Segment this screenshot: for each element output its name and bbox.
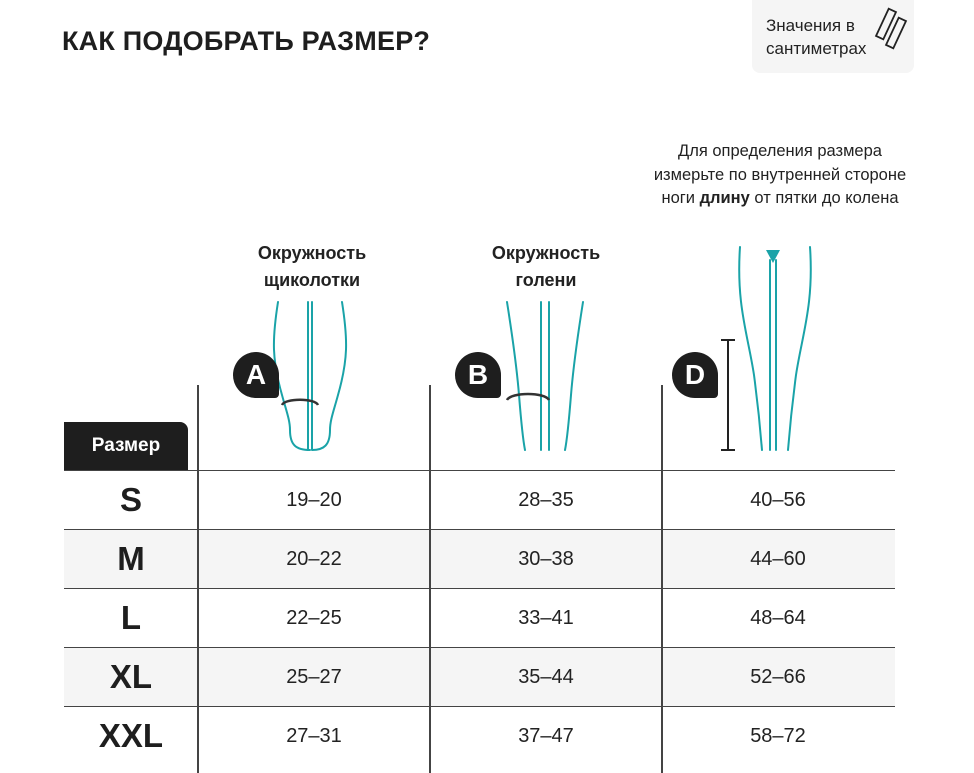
legs-ankle-illustration [272,301,348,451]
badge-a: A [233,352,279,398]
size-header: Размер [64,422,188,470]
length-value: 52–66 [750,665,806,688]
calf-value: 35–44 [518,665,574,688]
calf-value: 28–35 [518,488,574,511]
size-label: L [120,599,142,636]
note-bold: длину [699,189,750,207]
header-calf-line2: голени [515,270,577,290]
legs-length-illustration [721,246,812,451]
length-value: 48–64 [750,606,806,629]
calf-value: 33–41 [518,606,574,629]
measuring-tape-icon [874,7,908,50]
table-row: XXL 27–31 37–47 58–72 [64,706,895,765]
table-row: L 22–25 33–41 48–64 [64,588,895,647]
length-value: 40–56 [750,488,806,511]
units-line-1: Значения в [766,16,855,35]
ankle-value: 19–20 [286,488,342,511]
size-label: XL [109,658,153,695]
table-row: XL 25–27 35–44 52–66 [64,647,895,706]
size-label: S [119,481,142,518]
length-note: Для определения размера измерьте по внут… [650,140,910,211]
header-ankle-line2: щиколотки [263,270,361,290]
header-ankle: Окружность щиколотки [212,240,412,294]
table-row: M 20–22 30–38 44–60 [64,529,895,588]
legs-calf-illustration [505,301,584,451]
ankle-value: 25–27 [286,665,342,688]
column-divider [197,385,199,773]
size-label: M [117,540,145,577]
ankle-value: 27–31 [286,724,342,747]
badge-b: B [455,352,501,398]
ankle-value: 20–22 [286,547,342,570]
badge-d: D [672,352,718,398]
header-calf: Окружность голени [446,240,646,294]
column-divider [429,385,431,773]
column-divider [661,385,663,773]
length-value: 44–60 [750,547,806,570]
note-text-end: от пятки до колена [754,189,899,207]
page-title: КАК ПОДОБРАТЬ РАЗМЕР? [62,26,431,56]
ankle-value: 22–25 [286,606,342,629]
size-label: XXL [98,717,164,754]
units-note: Значения в сантиметрах [752,0,914,73]
table-row: S 19–20 28–35 40–56 [64,470,895,529]
units-line-2: сантиметрах [766,39,867,58]
calf-value: 37–47 [518,724,574,747]
note-text: Для определения размера измерьте по внут… [653,142,907,207]
header-calf-line1: Окружность [491,243,601,263]
units-note-text: Значения в сантиметрах [766,14,866,60]
length-value: 58–72 [750,724,806,747]
calf-value: 30–38 [518,547,574,570]
header-ankle-line1: Окружность [257,243,367,263]
